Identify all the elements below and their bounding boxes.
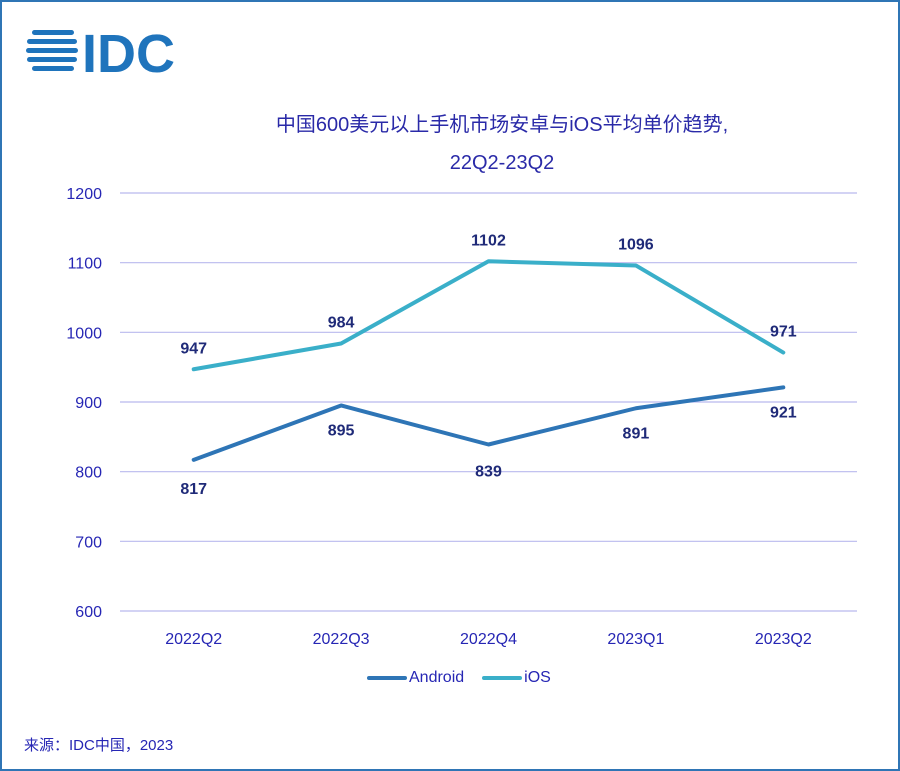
- x-tick-label: 2022Q3: [313, 631, 370, 648]
- data-label-ios: 984: [328, 314, 355, 331]
- data-label-android: 839: [475, 463, 502, 480]
- data-label-ios: 971: [770, 324, 797, 341]
- legend-label-android: Android: [409, 669, 465, 686]
- y-tick-label: 600: [75, 604, 102, 621]
- x-tick-label: 2023Q1: [607, 631, 664, 648]
- legend-swatch-android: [367, 676, 407, 680]
- y-tick-label: 1200: [66, 186, 102, 203]
- x-tick-label: 2022Q2: [165, 631, 222, 648]
- chart-title: 中国600美元以上手机市场安卓与iOS平均单价趋势, 22Q2-23Q2: [152, 106, 852, 182]
- series-line-android: [191, 385, 786, 462]
- legend-item-android: Android: [367, 669, 464, 687]
- legend: Android iOS: [367, 669, 551, 687]
- data-label-android: 921: [770, 404, 797, 421]
- y-tick-label: 800: [75, 465, 102, 482]
- y-tick-label: 900: [75, 395, 102, 412]
- data-label-android: 891: [623, 425, 650, 442]
- data-label-android: 817: [180, 481, 207, 498]
- source-note: 来源：IDC中国，2023: [24, 737, 174, 754]
- svg-text:IDC: IDC: [82, 26, 175, 78]
- x-tick-label: 2023Q2: [755, 631, 812, 648]
- legend-item-ios: iOS: [482, 669, 551, 687]
- legend-swatch-ios: [482, 676, 523, 680]
- title-line-1: 中国600美元以上手机市场安卓与iOS平均单价趋势,: [275, 114, 729, 136]
- y-tick-label: 1100: [68, 256, 103, 273]
- title-line-2: 22Q2-23Q2: [449, 152, 555, 174]
- data-label-android: 895: [328, 422, 355, 439]
- y-tick-label: 1000: [66, 325, 102, 342]
- data-label-ios: 1102: [471, 232, 506, 249]
- idc-logo: IDC: [26, 26, 175, 78]
- data-label-ios: 947: [180, 340, 207, 357]
- x-tick-label: 2022Q4: [460, 631, 517, 648]
- data-label-ios: 1096: [618, 236, 654, 253]
- y-tick-label: 700: [75, 534, 102, 551]
- series-line-ios: [191, 259, 786, 372]
- legend-label-ios: iOS: [524, 669, 551, 686]
